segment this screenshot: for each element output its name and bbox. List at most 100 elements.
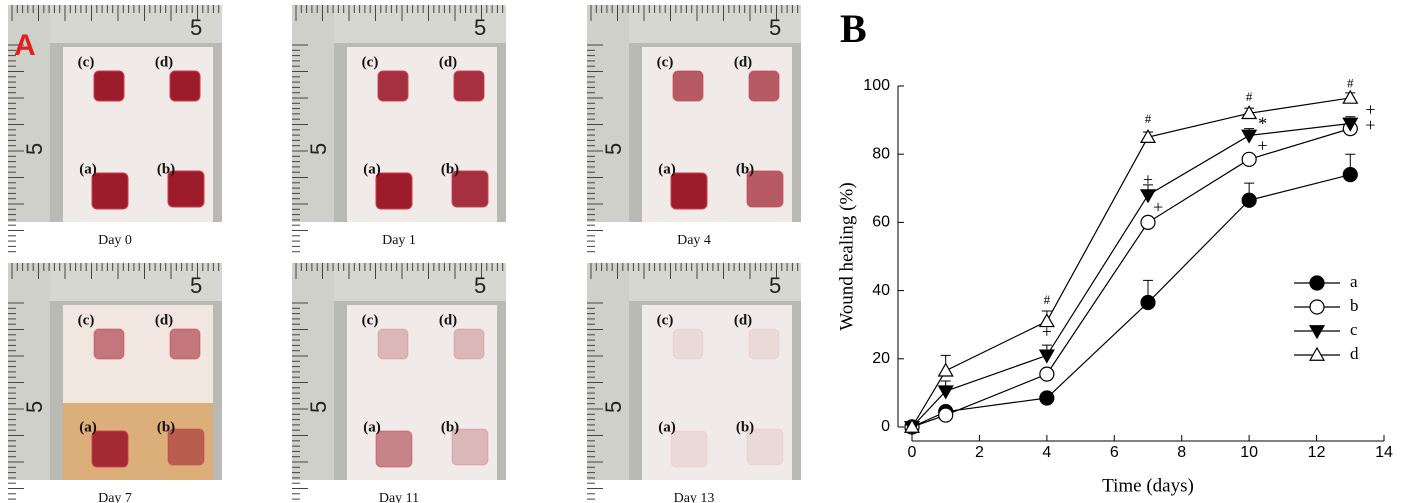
x-axis-label: Time (days) — [1102, 475, 1194, 496]
marker — [1140, 214, 1156, 230]
ruler-number: 5 — [769, 273, 781, 298]
wound-label: (c) — [362, 312, 379, 328]
photo-caption: Day 13 — [674, 491, 715, 503]
photo-caption: Day 7 — [98, 491, 132, 503]
photo: 5 5 (c) (d) (a) (b) — [292, 263, 506, 500]
x-tick-label: 14 — [1375, 444, 1393, 461]
ruler-number: 5 — [190, 15, 202, 40]
legend-marker — [1309, 275, 1325, 291]
marker — [1241, 105, 1258, 120]
wound — [670, 172, 708, 210]
photo: 5 5 (c) (d) (a) (b) — [587, 5, 801, 253]
marker — [1342, 167, 1358, 183]
wound — [375, 430, 413, 468]
ruler-number: 5 — [22, 401, 47, 413]
annotation: # — [1246, 89, 1253, 104]
marker — [937, 362, 954, 377]
marker — [1241, 151, 1257, 167]
wound — [453, 328, 485, 360]
wound — [748, 70, 780, 102]
wound-label: (a) — [363, 161, 381, 177]
wound-label: (c) — [657, 54, 674, 70]
wound-label: (b) — [736, 419, 754, 435]
wound-label: (d) — [439, 312, 457, 328]
wound — [451, 170, 489, 208]
photo-caption: Day 1 — [382, 233, 416, 248]
annotation: # — [1145, 111, 1152, 126]
legend-label: b — [1350, 296, 1359, 315]
wound-label: (a) — [79, 161, 97, 177]
ruler-number: 5 — [601, 143, 626, 155]
wound — [91, 172, 129, 210]
x-tick-label: 12 — [1308, 444, 1326, 461]
photo: 5 5 (c) (d) (a) (b) — [8, 5, 222, 253]
annotation: + — [1365, 115, 1375, 135]
y-tick-label: 100 — [863, 77, 890, 94]
wound-label: (a) — [79, 419, 97, 435]
ruler-number: 5 — [22, 143, 47, 155]
legend-label: d — [1350, 344, 1359, 363]
wound — [375, 172, 413, 210]
wound — [672, 70, 704, 102]
wound — [748, 328, 780, 360]
marker — [903, 418, 921, 433]
annotation: + — [1153, 197, 1163, 217]
ruler-number: 5 — [601, 401, 626, 413]
x-tick-label: 10 — [1240, 444, 1258, 461]
marker — [1139, 128, 1157, 143]
marker — [938, 407, 954, 423]
panel-label: B — [840, 6, 867, 51]
legend-marker — [1308, 346, 1326, 361]
wound — [377, 328, 409, 360]
wound-label: (b) — [441, 419, 459, 435]
wound — [91, 430, 129, 468]
series-line — [911, 97, 1351, 428]
marker — [1039, 366, 1055, 382]
wound — [746, 170, 784, 208]
marker — [1241, 129, 1258, 144]
wound-label: (b) — [736, 161, 754, 177]
wound — [453, 70, 485, 102]
annotation: # — [1347, 75, 1354, 90]
y-tick-label: 60 — [872, 214, 890, 231]
series-line — [911, 174, 1351, 428]
photo-caption: Day 11 — [379, 491, 419, 503]
photo-caption: Day 0 — [98, 233, 132, 248]
wound — [167, 170, 205, 208]
series-line — [911, 122, 1351, 428]
x-tick-label: 0 — [908, 444, 917, 461]
wound — [672, 328, 704, 360]
annotation: * — [1258, 113, 1267, 133]
wound — [746, 428, 784, 466]
y-tick-label: 0 — [881, 418, 890, 435]
wound — [169, 70, 201, 102]
legend-marker — [1308, 325, 1326, 340]
wound — [93, 70, 125, 102]
photo: 5 5 (c) (d) (a) (b) — [292, 5, 506, 253]
wound-label: (d) — [155, 312, 173, 328]
ruler-number: 5 — [474, 15, 486, 40]
skin — [347, 305, 497, 480]
x-tick-label: 6 — [1110, 444, 1119, 461]
ruler-number: 5 — [190, 273, 202, 298]
marker — [1140, 294, 1156, 311]
legend-marker — [1309, 299, 1325, 315]
wound-label: (a) — [658, 419, 676, 435]
marker — [937, 385, 954, 400]
y-axis-label: Wound healing (%) — [836, 182, 857, 330]
y-tick-label: 80 — [872, 145, 890, 162]
annotation: # — [1044, 292, 1051, 307]
wound-label: (c) — [362, 54, 379, 70]
series-line — [911, 128, 1351, 428]
ruler-number: 5 — [306, 143, 331, 155]
wound — [169, 328, 201, 360]
annotation: + — [1143, 170, 1153, 190]
wound — [93, 328, 125, 360]
x-tick-label: 4 — [1042, 444, 1051, 461]
marker — [1139, 189, 1157, 204]
wound — [670, 430, 708, 468]
panel-label: A — [14, 29, 36, 62]
ruler-number: 5 — [306, 401, 331, 413]
